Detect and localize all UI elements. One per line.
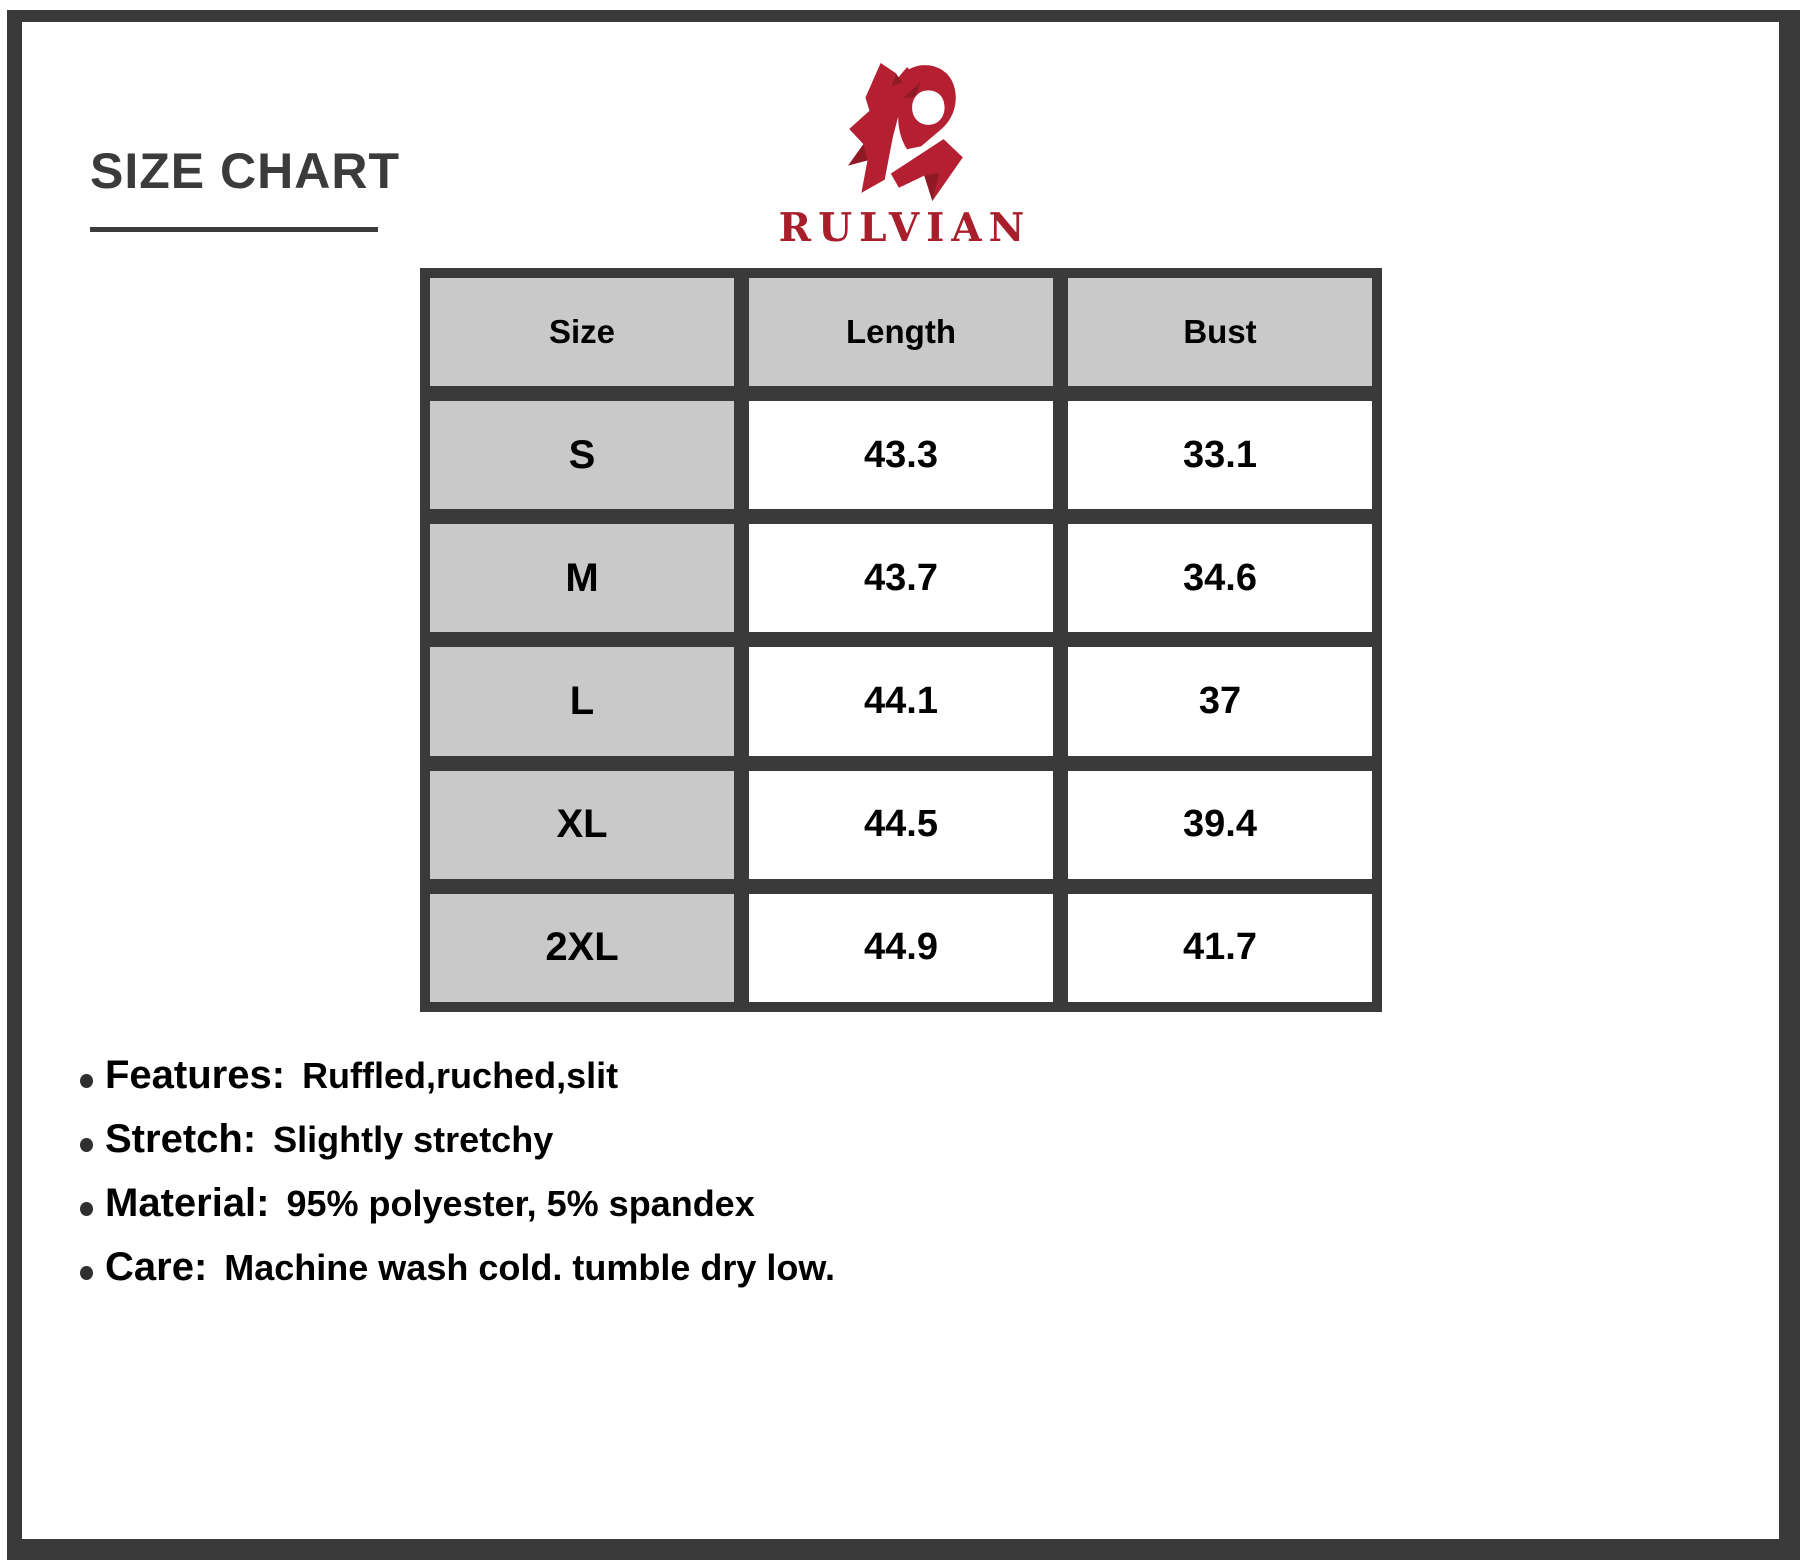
row-2xl-size-cell: 2XL xyxy=(430,893,734,1002)
column-header-size: Size xyxy=(430,278,734,387)
row-2xl-bust-cell: 41.7 xyxy=(1068,893,1372,1002)
row-m-size-cell: M xyxy=(430,524,734,633)
row-s-length-cell: 43.3 xyxy=(749,401,1053,510)
row-xl-length-cell: 44.5 xyxy=(749,770,1053,879)
size-table: Size Length Bust S 43.3 33.1 M 43.7 34.6… xyxy=(420,268,1382,1012)
row-s-size-cell: S xyxy=(430,401,734,510)
row-l-bust-cell: 37 xyxy=(1068,647,1372,756)
bullet-dot-icon xyxy=(80,1266,93,1280)
detail-value: Machine wash cold. tumble dry low. xyxy=(224,1247,836,1288)
detail-label: Material: xyxy=(105,1181,270,1225)
bullet-dot-icon xyxy=(80,1202,93,1216)
detail-item-care: Care: Machine wash cold. tumble dry low. xyxy=(80,1244,835,1290)
product-details-list: Features: Ruffled,ruched,slit Stretch: S… xyxy=(80,1052,835,1308)
brand-logo: RULVIAN xyxy=(770,60,1040,251)
page-title: SIZE CHART xyxy=(90,143,400,199)
row-m-bust-cell: 34.6 xyxy=(1068,524,1372,633)
detail-value: 95% polyester, 5% spandex xyxy=(286,1183,755,1224)
bullet-dot-icon xyxy=(80,1138,93,1152)
detail-label: Stretch: xyxy=(105,1117,257,1161)
row-l-length-cell: 44.1 xyxy=(749,647,1053,756)
title-underline xyxy=(90,227,378,232)
detail-value: Ruffled,ruched,slit xyxy=(302,1055,619,1096)
row-xl-bust-cell: 39.4 xyxy=(1068,770,1372,879)
title-block: SIZE CHART xyxy=(90,146,400,232)
column-header-length: Length xyxy=(749,278,1053,387)
row-l-size-cell: L xyxy=(430,647,734,756)
detail-item-features: Features: Ruffled,ruched,slit xyxy=(80,1052,835,1098)
row-2xl-length-cell: 44.9 xyxy=(749,893,1053,1002)
bullet-dot-icon xyxy=(80,1074,93,1088)
rulvian-r-logo-icon xyxy=(844,60,966,202)
detail-value: Slightly stretchy xyxy=(273,1119,554,1160)
detail-item-stretch: Stretch: Slightly stretchy xyxy=(80,1116,835,1162)
brand-wordmark: RULVIAN xyxy=(778,205,1032,251)
detail-label: Features: xyxy=(105,1053,286,1097)
detail-item-material: Material: 95% polyester, 5% spandex xyxy=(80,1180,835,1226)
detail-label: Care: xyxy=(105,1245,208,1289)
column-header-bust: Bust xyxy=(1068,278,1372,387)
row-m-length-cell: 43.7 xyxy=(749,524,1053,633)
row-s-bust-cell: 33.1 xyxy=(1068,401,1372,510)
row-xl-size-cell: XL xyxy=(430,770,734,879)
